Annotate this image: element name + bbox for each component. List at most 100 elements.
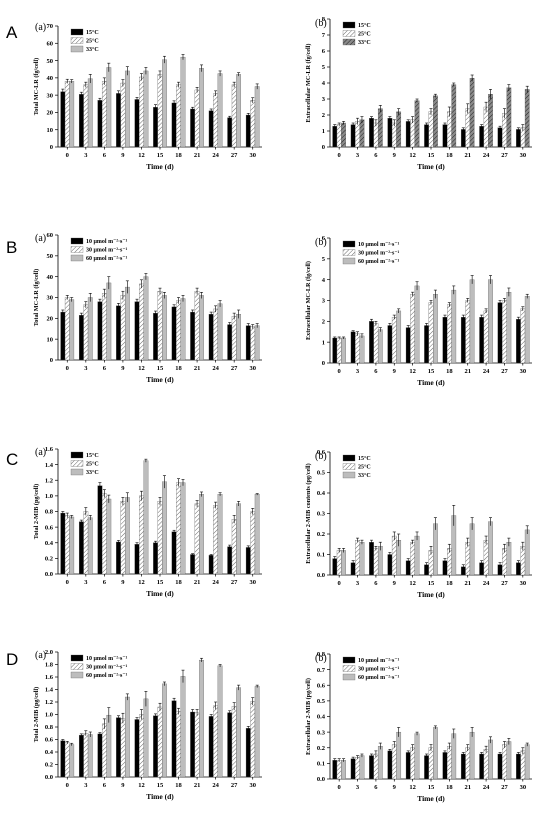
bar [231,706,237,778]
x-tick-label: 9 [121,579,125,586]
x-tick-label: 24 [483,580,490,587]
bar [180,56,186,148]
bar [180,298,186,361]
x-tick-label: 3 [356,784,360,791]
bar [387,554,393,576]
x-tick-label: 12 [138,152,145,159]
bar [116,717,121,778]
bar [162,481,167,575]
y-tick-label: 0 [50,144,53,151]
legend-label: 10 μmol m⁻²·s⁻¹ [358,658,400,664]
x-tick-label: 15 [428,152,435,159]
x-axis-label: Time (d) [417,378,445,387]
bar [506,542,512,576]
chart-D-a: (a) 0.0 0.2 0.4 0.6 0.8 1.0 1.2 1.4 1.6 1.8 2.0 0 3 6 9… [33,649,262,801]
bar [87,297,93,361]
y-tick-label: 0.3 [317,729,326,736]
row-letter-a: A [6,23,18,42]
bar [190,554,196,575]
bar [101,293,107,361]
bar [465,542,471,576]
x-tick-label: 12 [138,782,145,789]
x-tick-label: 6 [103,365,107,372]
bar [332,126,338,148]
bar [341,760,346,780]
bar [341,550,346,576]
bar [120,82,126,148]
x-tick-label: 27 [231,782,238,789]
bar [78,521,84,575]
y-tick-label: 0 [50,357,53,364]
x-tick-label: 24 [483,784,490,791]
x-tick-label: 12 [138,365,145,372]
bar [483,106,489,148]
bar [336,124,342,148]
bar [520,546,526,576]
y-tick-label: 60 [47,232,54,239]
bar [194,291,200,361]
y-tick-label: 0.0 [45,774,53,781]
y-tick-label: 10 [47,127,54,134]
bar [64,81,70,148]
bar [524,529,530,576]
bar [78,734,84,778]
bar [106,498,112,575]
bar [359,335,365,364]
x-tick-label: 24 [212,782,219,789]
x-tick-label: 24 [212,579,219,586]
bar [254,494,260,575]
bar [83,304,89,361]
y-tick-label: 0.4 [317,714,326,721]
bar [350,124,356,148]
bar [231,519,237,575]
x-tick-label: 24 [483,152,490,159]
bar [479,126,485,148]
bar [171,531,177,575]
x-tick-label: 21 [194,365,201,372]
bar [405,121,411,148]
x-tick-label: 12 [409,368,416,375]
bar [60,91,66,148]
bar [396,310,402,364]
bar [171,700,177,778]
legend-label: 25°C [358,31,371,38]
x-tick-label: 27 [501,152,508,159]
bar [387,750,393,780]
x-tick-label: 6 [103,579,107,586]
bar [236,314,242,361]
x-tick-label: 15 [157,579,164,586]
legend-swatch [342,471,356,479]
bar [405,752,411,780]
bar [355,333,360,364]
bar [447,746,452,780]
bar [199,659,204,778]
row-letter-c: C [6,450,18,469]
y-tick-label: 3 [322,298,326,305]
bar [213,93,219,148]
y-tick-label: 0.7 [317,667,326,674]
y-tick-label: 0.1 [317,761,325,768]
x-tick-label: 3 [84,782,88,789]
bar [506,292,512,364]
x-tick-label: 6 [374,784,378,791]
chart-A-a: (a) 0 10 20 30 40 50 60 70 0 3 6 9 12 15 18 21 24 27 30 Time… [33,22,262,171]
bar [447,304,452,364]
bar [83,733,89,778]
bar [250,326,256,361]
bar [157,501,163,575]
x-tick-label: 9 [393,152,397,159]
bar [387,118,393,148]
bar [442,124,448,148]
bar [469,78,475,148]
bar [190,311,196,361]
x-tick-label: 15 [157,152,164,159]
x-tick-label: 18 [175,152,182,159]
bar [396,731,402,780]
x-tick-label: 30 [520,368,527,375]
x-tick-label: 30 [249,782,256,789]
bar [332,760,338,780]
bar [465,747,471,780]
bar [433,523,438,576]
bar [479,753,485,780]
